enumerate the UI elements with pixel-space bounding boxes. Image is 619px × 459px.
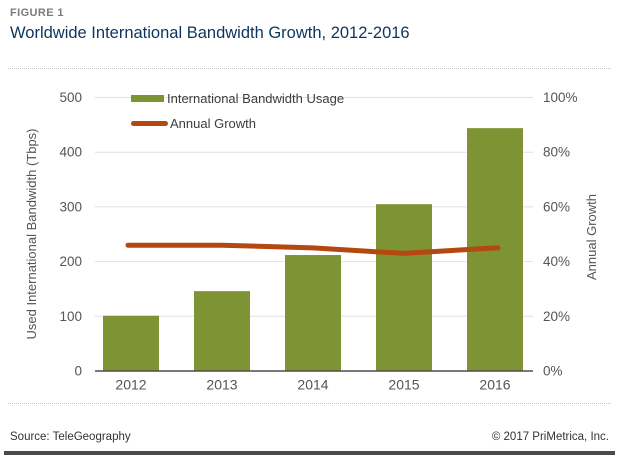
chart-area: 0 100 200 300 400 500 0% 20% 40% 60% 80% 100% 2012 20… xyxy=(0,75,619,400)
left-axis-tick-label: 300 xyxy=(59,199,82,214)
right-axis-tick-label: 80% xyxy=(543,145,570,160)
right-axis-tick-label: 20% xyxy=(543,309,570,324)
bar-2012 xyxy=(103,315,159,371)
x-axis-label-2013: 2013 xyxy=(206,377,237,393)
x-axis-label-2015: 2015 xyxy=(388,377,419,393)
top-divider xyxy=(8,68,611,69)
right-axis-title: Annual Growth xyxy=(584,194,599,280)
source-credit: Source: TeleGeography xyxy=(10,431,131,443)
right-axis-tick-label: 60% xyxy=(543,199,570,214)
x-axis-label-2014: 2014 xyxy=(297,377,328,393)
right-axis-tick-label: 0% xyxy=(543,364,563,379)
chart-title: Worldwide International Bandwidth Growth… xyxy=(10,24,410,42)
bar-2014 xyxy=(285,255,341,371)
bottom-divider xyxy=(8,403,611,404)
x-axis-label-2012: 2012 xyxy=(115,377,146,393)
legend-item-annual-growth: Annual Growth xyxy=(131,116,256,131)
copyright-notice: © 2017 PriMetrica, Inc. xyxy=(491,431,609,443)
left-axis-tick-label: 0 xyxy=(74,364,82,379)
bar-2013 xyxy=(194,291,250,371)
legend-label: Annual Growth xyxy=(170,116,256,131)
figure-label: FIGURE 1 xyxy=(10,7,64,19)
footer-bar xyxy=(4,451,615,455)
right-axis-tick-label: 100% xyxy=(543,90,578,105)
bar-series-swatch xyxy=(131,94,164,103)
left-axis-tick-label: 100 xyxy=(59,309,82,324)
x-axis-label-2016: 2016 xyxy=(479,377,510,393)
legend-item-bandwidth-usage: International Bandwidth Usage xyxy=(131,91,344,106)
bar-2015 xyxy=(376,204,432,371)
left-axis-tick-label: 500 xyxy=(59,90,82,105)
chart-svg: 0 100 200 300 400 500 0% 20% 40% 60% 80% 100% 2012 20… xyxy=(24,90,599,393)
left-axis-tick-label: 400 xyxy=(59,145,82,160)
left-axis-tick-label: 200 xyxy=(59,254,82,269)
growth-line xyxy=(125,242,501,256)
line-series-swatch xyxy=(131,120,168,127)
left-axis-title: Used International Bandwidth (Tbps) xyxy=(24,128,39,339)
legend-label: International Bandwidth Usage xyxy=(167,91,345,106)
right-axis-tick-label: 40% xyxy=(543,254,570,269)
